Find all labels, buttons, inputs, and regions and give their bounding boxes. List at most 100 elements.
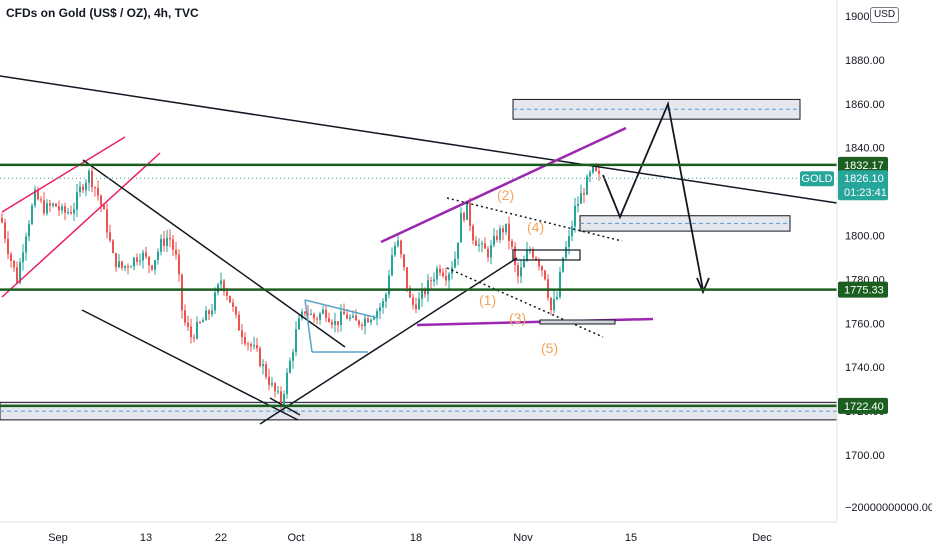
candle-body [52, 203, 54, 206]
rising-channel-top [1, 136, 126, 213]
candle-body [70, 212, 72, 214]
x-tick-label: 22 [215, 532, 227, 544]
candle-body [34, 189, 36, 206]
candle-body [232, 302, 234, 307]
candle-body [565, 246, 567, 258]
y-tick-label: 1700.00 [845, 450, 885, 462]
candle-body [526, 250, 528, 261]
candle-body [103, 205, 105, 210]
wedge-bottom [416, 317, 654, 327]
wave-label: (5) [541, 340, 558, 356]
candle-body [160, 238, 162, 252]
y-tick-label: 1740.00 [845, 362, 885, 374]
candle-body [67, 212, 69, 214]
candle-body [58, 206, 60, 211]
candle-body [10, 254, 12, 261]
candle-body [577, 203, 579, 206]
candle-body [556, 296, 558, 300]
x-tick-label: 18 [410, 532, 422, 544]
candle-body [313, 313, 315, 319]
candle-body [403, 254, 405, 268]
candle-body [580, 193, 582, 204]
candle-body [331, 321, 333, 325]
candle-body [148, 256, 150, 266]
candle-body [157, 251, 159, 261]
time-scale[interactable]: Sep 13 22 Oct 18 Nov 15 Dec [48, 532, 772, 544]
candle-body [283, 394, 285, 405]
candle-body [172, 239, 174, 250]
candle-body [364, 318, 366, 327]
candle-body [310, 313, 312, 315]
rising-channel-bottom [1, 152, 161, 298]
candle-body [169, 237, 171, 240]
candle-body [472, 225, 474, 241]
candle-body [511, 240, 513, 247]
candle-body [82, 186, 84, 191]
candle-body [523, 260, 525, 268]
current-price-tag [838, 170, 888, 201]
triangle-side [304, 299, 313, 353]
y-tick-label: 1880.00 [845, 55, 885, 67]
candle-body [562, 257, 564, 272]
candle-body [133, 257, 135, 267]
y-tick-label: 1840.00 [845, 143, 885, 155]
candle-body [538, 259, 540, 267]
candle-body [118, 261, 120, 268]
small-box [512, 249, 581, 261]
candle-body [100, 195, 102, 206]
candle-body [544, 270, 546, 280]
countdown-label: 01:23:41 [844, 187, 887, 199]
candle-body [262, 364, 264, 367]
candle-body [292, 352, 294, 361]
candle-body [382, 301, 384, 308]
candle-body [370, 319, 372, 323]
candle-body [163, 238, 165, 246]
candle-body [31, 205, 33, 224]
current-price-label: 1826.10 [844, 173, 884, 185]
candle-body [340, 311, 342, 326]
candle-body [532, 250, 534, 258]
candle-body [280, 391, 282, 405]
candle-body [295, 329, 297, 353]
candle-body [493, 235, 495, 246]
candle-body [466, 202, 468, 220]
candle-body [481, 243, 483, 245]
candle-body [4, 222, 6, 239]
candle-body [535, 257, 537, 260]
candle-body [226, 291, 228, 296]
candle-body [406, 267, 408, 289]
candle-body [508, 223, 510, 241]
candle-body [376, 311, 378, 319]
candle-body [361, 324, 363, 327]
candle-body [550, 297, 552, 310]
candle-body [199, 322, 201, 324]
candle-body [424, 289, 426, 295]
x-tick-label: Sep [48, 532, 68, 544]
levels-layer [0, 163, 837, 408]
chart-title: CFDs on Gold (US$ / OZ), 4h, TVC [6, 6, 199, 20]
candle-body [322, 309, 324, 314]
candle-body [124, 265, 126, 268]
candle-body [139, 260, 141, 262]
candle-body [28, 223, 30, 237]
wave-label: (4) [527, 219, 544, 235]
price-tag [838, 281, 888, 298]
wave-label: (3) [509, 310, 526, 326]
candle-body [517, 265, 519, 277]
candle-body [265, 364, 267, 377]
currency-badge[interactable]: USD [870, 7, 899, 23]
candle-body [181, 274, 183, 311]
drawings-layer [0, 75, 838, 425]
candle-body [277, 391, 279, 393]
candle-body [412, 297, 414, 305]
candle-body [217, 284, 219, 293]
candle-body [439, 268, 441, 273]
price-scale[interactable]: 1900.001880.001860.001840.001820.001800.… [845, 11, 932, 514]
candle-body [460, 213, 462, 243]
candle-body [448, 273, 450, 281]
candle-body [46, 203, 48, 214]
candle-body [25, 236, 27, 253]
candle-body [16, 267, 18, 283]
candle-body [301, 311, 303, 319]
